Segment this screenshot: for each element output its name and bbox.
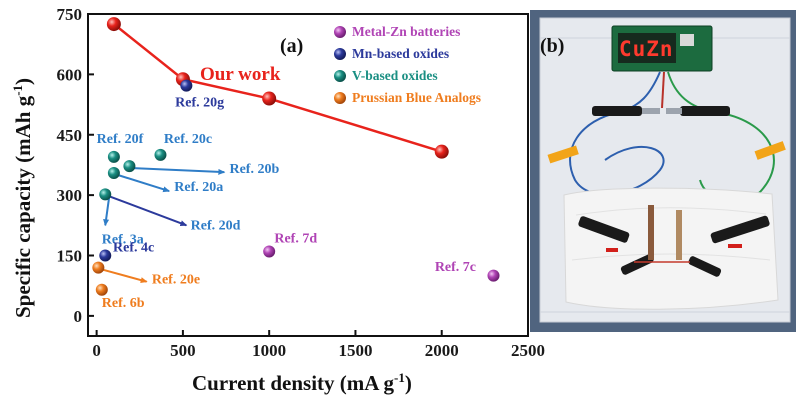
reference-label: Ref. 20b [229,162,279,177]
y-tick-label: 0 [74,307,83,326]
x-tick-label: 0 [92,341,101,360]
reference-arrow [103,196,111,227]
reference-label: Ref. 3a [102,232,144,247]
panel-label-b: (b) [540,35,564,57]
x-tick-label: 2000 [425,341,459,360]
reference-point [487,269,500,282]
x-tick-label: 2500 [511,341,545,360]
reference-point [99,188,112,201]
our-work-series [106,17,449,159]
reference-point [99,249,112,262]
our-work-point [434,144,449,159]
reference-point [107,166,120,179]
cell-clip [710,215,770,244]
plot-frame [87,13,529,337]
foam-block [563,187,779,310]
reference-arrows [102,167,226,283]
photo-panel: CuZn (b) [530,10,796,332]
legend-marker [334,70,346,82]
reference-label: Ref. 20d [191,218,241,233]
electrode [648,205,654,260]
y-axis-title: Specific capacity (mAh g-1) [10,78,35,318]
tape [547,145,579,164]
y-tick-label: 450 [57,126,83,145]
our-work-point [106,17,121,32]
reference-label: Ref. 20f [97,132,144,147]
reference-label: Ref. 4c [113,240,154,255]
cell-clip [578,216,630,243]
reference-label: Ref. 6b [102,296,145,311]
reference-points [92,79,500,296]
reference-label: Ref. 20c [164,132,212,147]
legend-label: V-based oxides [352,68,438,83]
legend-marker [334,26,346,38]
axis-ticks: 0 500 1000 1500 2000 2500 0 150 300 450 600 750 [57,5,546,360]
x-tick-label: 1500 [338,341,372,360]
reference-point [123,160,136,173]
y-tick-label: 600 [57,65,83,84]
x-axis-title: Current density (mA g-1) [192,370,412,395]
alligator-clip [592,106,642,116]
legend-marker [334,48,346,60]
reference-label: Ref. 20a [174,180,223,195]
reference-point [180,79,193,92]
reference-arrow [108,195,188,227]
legend-label: Metal-Zn batteries [352,24,460,39]
alligator-clip [680,106,730,116]
reference-label: Ref. 20g [175,96,224,111]
legend-marker [334,92,346,104]
reference-labels: Ref. 20g Ref. 20f Ref. 20c Ref. 20b Ref. 20a… [97,96,476,311]
legend: Metal-Zn batteries Mn-based oxides V-based… [334,24,481,105]
y-tick-label: 300 [57,186,83,205]
tape [754,141,786,160]
reference-point [95,283,108,296]
y-tick-label: 750 [57,5,83,24]
reference-point [107,150,120,163]
x-tick-label: 500 [170,341,196,360]
our-work-label: Our work [200,64,281,85]
panel-label-a: (a) [280,35,303,57]
reference-arrow [102,268,148,283]
legend-label: Mn-based oxides [352,46,449,61]
our-work-line [113,23,443,153]
electrode [676,210,682,260]
reference-arrow [117,174,171,193]
legend-label: Prussian Blue Analogs [352,90,481,105]
our-work-point [262,91,277,106]
reference-point [92,261,105,274]
reference-point [154,148,167,161]
led-display-text: CuZn [619,37,674,61]
reference-label: Ref. 20e [152,273,200,288]
y-tick-label: 150 [57,247,83,266]
reference-arrow [133,167,226,175]
reference-label: Ref. 7c [435,260,476,275]
reference-point [263,245,276,258]
x-tick-label: 1000 [252,341,286,360]
reference-label: Ref. 7d [274,232,317,247]
